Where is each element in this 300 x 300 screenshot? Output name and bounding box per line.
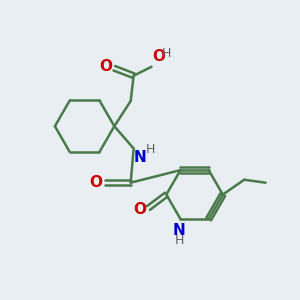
Text: H: H xyxy=(174,235,184,248)
Text: O: O xyxy=(133,202,146,217)
Text: H: H xyxy=(146,143,155,156)
Text: N: N xyxy=(172,224,185,238)
Text: O: O xyxy=(152,50,165,64)
Text: O: O xyxy=(99,59,112,74)
Text: N: N xyxy=(134,150,146,165)
Text: O: O xyxy=(89,175,102,190)
Text: H: H xyxy=(161,47,171,60)
